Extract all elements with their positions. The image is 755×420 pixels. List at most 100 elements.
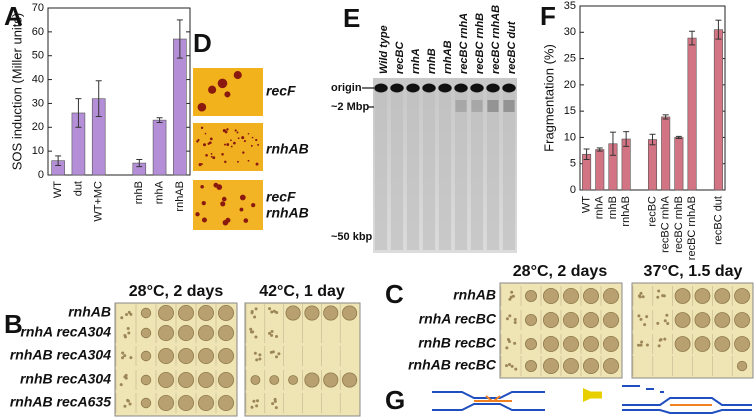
colony [242,151,245,154]
spot [543,287,560,304]
spot [342,372,358,388]
colony [196,140,199,143]
colony [223,143,226,146]
colony [255,404,259,408]
colony [247,159,250,162]
colony [201,217,207,223]
lane-label: recBC rnhAB [490,5,502,74]
colony [126,399,130,403]
colony [243,218,249,223]
colony [509,295,513,299]
colony [237,137,240,140]
spot [140,397,152,409]
colony [220,201,226,207]
gel-lane [470,90,484,250]
lane-label: recBC rnhA [458,13,470,74]
colony [510,290,514,294]
plot-frame [47,7,191,176]
y-tick-label: 60 [32,26,44,38]
y-tick-label: 5 [570,158,576,170]
x-tick-label: WT [52,181,64,198]
colony [209,141,212,145]
colony [274,355,278,359]
panel-letter: E [343,3,360,33]
origin-band [422,83,436,93]
colony [656,295,660,299]
y-axis-label: Fragmentation (%) [541,44,556,152]
spot [734,312,751,328]
colony [508,297,512,301]
colony [250,311,254,315]
gel-lane [454,90,468,250]
gel-lane [438,90,452,250]
colony [221,152,224,156]
y-tick-label: 10 [564,131,576,143]
spot [157,394,174,411]
panel-letter: G [385,385,405,415]
spot [217,324,234,341]
spot [140,350,152,362]
colony [212,156,216,160]
strain-label: rnhAB recA304 [10,347,111,363]
colony [270,333,274,337]
origin-band [486,83,500,93]
colony [277,352,281,356]
gel-lane [502,90,516,250]
x-tick-label: rnhB [607,196,619,219]
fragment-smear [471,100,483,112]
colony [254,307,258,311]
lane-label: rnhB [426,48,438,74]
colony [645,343,649,347]
strain-label: rnhB recBC [418,335,497,351]
y-tick-label: 20 [564,79,576,91]
y-tick-label: 25 [564,52,576,64]
colony [250,405,254,409]
colony [505,364,509,368]
colony [121,351,125,355]
origin-band [390,83,404,93]
colony [253,315,257,319]
colony [661,294,665,298]
colony [254,335,258,339]
colony [230,145,233,148]
colony [127,310,131,314]
lane-label: rnhAB [442,40,454,74]
spot [157,371,174,388]
spot [583,357,600,374]
colony [224,130,228,134]
strain-label: rnhA recA304 [20,324,111,340]
origin-band [454,83,468,93]
colony [656,321,660,325]
panel-letter: D [193,28,212,58]
spot [543,311,560,328]
x-tick-label: WT [580,196,592,213]
colony [200,184,204,189]
colony [200,163,203,166]
colony [255,162,259,166]
spot [714,336,731,352]
origin-band [406,83,420,93]
x-tick-label: rnhB [133,181,145,204]
spot [157,304,174,321]
colony [209,137,213,141]
fragment-smear [503,100,515,112]
colony [224,91,231,98]
spot [197,394,214,411]
lane-label: Wild type [378,25,390,74]
colony [250,144,253,147]
spot [177,304,194,321]
gel-lane [390,90,404,250]
colony [268,307,272,311]
colony [505,317,509,321]
lane-label: rnhA [410,48,422,74]
colony [275,311,279,315]
colony [514,367,518,371]
spot [177,347,194,364]
spot [734,288,751,304]
colony [233,141,236,145]
bar [173,38,187,176]
strain-label: rnhAB recA635 [10,394,111,410]
colony [665,313,669,317]
spot [269,375,280,385]
